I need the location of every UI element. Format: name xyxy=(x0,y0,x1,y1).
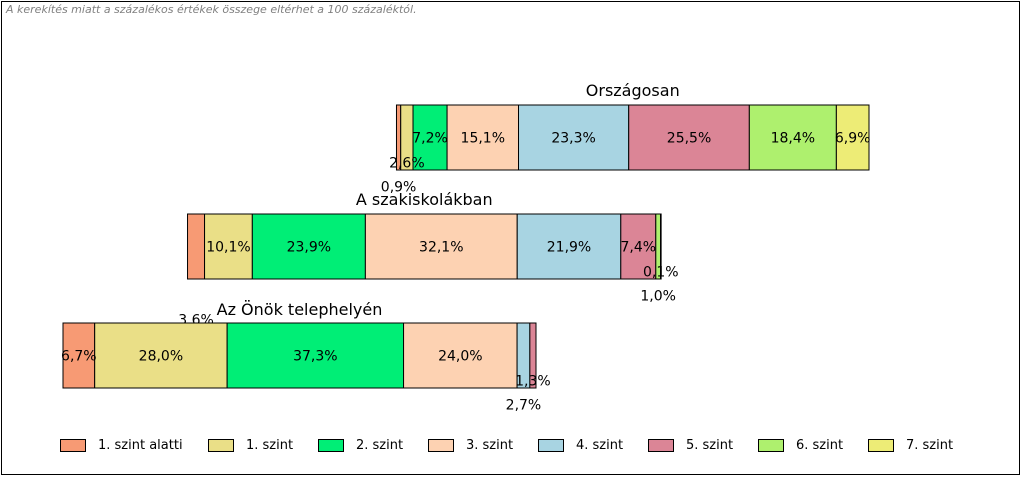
data-label: 24,0% xyxy=(438,349,482,365)
data-label: 37,3% xyxy=(293,349,337,365)
bar-group-az-onok-telephelyen: Az Önök telephelyén 6,7% 28,0% 37,3% 24,0% 2,… xyxy=(61,300,551,414)
bar-group-orszagosan: Országosan 7,2% 15,1% 23,3% 25,5% 18,4% 6,9% 0,… xyxy=(381,81,871,196)
data-label: 21,9% xyxy=(547,240,591,256)
bar-segment-7-szint xyxy=(660,213,662,280)
bar-segment-1-szint-alatti xyxy=(62,322,96,389)
bar-segment-5-szint xyxy=(529,322,537,389)
data-label: 32,1% xyxy=(419,240,463,256)
data-label: 18,4% xyxy=(771,131,815,147)
data-label: 28,0% xyxy=(139,349,183,365)
category-title: Az Önök telephelyén xyxy=(217,300,383,319)
bar-segment-3-szint xyxy=(364,213,518,280)
bar-segment-3-szint xyxy=(403,322,518,389)
data-label: 0,1% xyxy=(643,265,679,281)
bar-segment-3-szint xyxy=(446,104,520,171)
bar-segment-1-szint xyxy=(94,322,228,389)
bar-segment-1-szint xyxy=(204,213,253,280)
bar-segment-2-szint xyxy=(226,322,405,389)
data-label: 1,3% xyxy=(515,374,551,390)
data-label: 0,9% xyxy=(381,180,417,196)
data-label: 2,7% xyxy=(506,398,542,414)
data-label: 1,0% xyxy=(640,289,676,305)
bar-segment-1-szint-alatti xyxy=(187,213,206,280)
bar-segment-4-szint xyxy=(516,213,622,280)
category-title: Országosan xyxy=(586,81,680,100)
bar-group-a-szakiskolakban: A szakiskolákban 10,1% 23,9% 32,1% 21,9% 7,4%… xyxy=(178,190,678,329)
data-label: 7,4% xyxy=(621,240,657,256)
bar-segment-5-szint xyxy=(620,213,657,280)
data-label: 6,7% xyxy=(61,349,97,365)
data-label: 25,5% xyxy=(667,131,711,147)
data-label: 15,1% xyxy=(461,131,505,147)
category-title: A szakiskolákban xyxy=(356,190,493,209)
data-label: 2,6% xyxy=(389,156,425,172)
bar-segment-2-szint xyxy=(412,104,448,171)
data-label: 23,9% xyxy=(287,240,331,256)
data-label: 10,1% xyxy=(206,240,250,256)
bar-segment-6-szint xyxy=(748,104,837,171)
bar-segment-2-szint xyxy=(251,213,366,280)
rounding-note: A kerekítés miatt a százalékos értékek ö… xyxy=(6,3,417,16)
data-label: 6,9% xyxy=(835,131,871,147)
data-label: 7,2% xyxy=(412,131,448,147)
bar-segment-5-szint xyxy=(628,104,750,171)
bar-segment-7-szint xyxy=(835,104,870,171)
data-label: 23,3% xyxy=(551,131,595,147)
